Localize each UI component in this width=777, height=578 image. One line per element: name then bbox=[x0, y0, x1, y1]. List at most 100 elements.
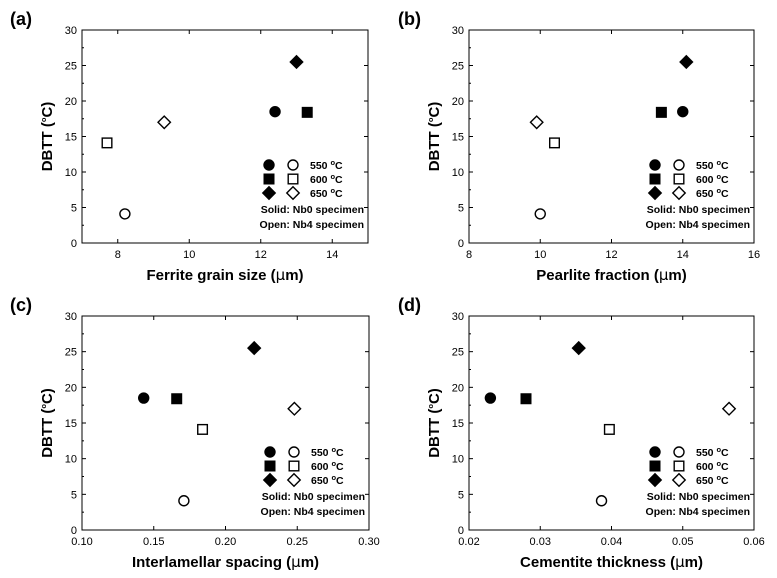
data-point bbox=[677, 105, 689, 118]
data-point bbox=[549, 137, 561, 149]
x-tick-label: 0.30 bbox=[358, 536, 379, 548]
y-tick-label: 30 bbox=[65, 25, 77, 37]
legend-note: Solid: Nb0 specimen bbox=[261, 204, 364, 216]
chart-panel-a: (a) 0 5 10 15 20 25 30 8 10 12 14 Ferrite grain size… bbox=[10, 9, 369, 284]
data-point bbox=[721, 401, 737, 416]
legend-marker-solid bbox=[262, 472, 278, 488]
y-tick-label: 10 bbox=[452, 167, 464, 179]
legend-note: Solid: Nb0 specimen bbox=[262, 491, 365, 503]
y-axis-label: DBTT (oC) bbox=[39, 388, 56, 458]
y-axis-label: DBTT (oC) bbox=[426, 102, 443, 172]
legend-label: 650 oC bbox=[311, 473, 344, 487]
legend-label: 600 oC bbox=[696, 459, 729, 473]
legend-label: 650 oC bbox=[696, 473, 729, 487]
data-point bbox=[269, 105, 281, 118]
data-point bbox=[529, 115, 544, 130]
y-tick-label: 25 bbox=[452, 347, 464, 359]
legend-marker-solid bbox=[649, 159, 661, 171]
x-axis-label: Pearlite fraction (μm) bbox=[536, 266, 686, 284]
data-point bbox=[655, 106, 667, 118]
x-tick-label: 0.03 bbox=[530, 536, 551, 548]
x-tick-label: 16 bbox=[748, 249, 760, 261]
legend-marker-open bbox=[288, 460, 300, 472]
x-tick-label: 0.15 bbox=[143, 536, 164, 548]
legend-marker-open bbox=[671, 472, 687, 488]
legend-marker-open bbox=[286, 472, 302, 488]
legend-marker-solid bbox=[647, 472, 663, 488]
legend-label: 550 oC bbox=[310, 158, 343, 172]
legend-note: Solid: Nb0 specimen bbox=[647, 204, 750, 216]
y-tick-label: 15 bbox=[452, 418, 464, 430]
x-tick-label: 0.25 bbox=[287, 536, 308, 548]
data-point bbox=[289, 54, 304, 70]
legend-note: Open: Nb4 specimen bbox=[260, 219, 364, 231]
x-tick-label: 12 bbox=[605, 249, 617, 261]
legend-marker-solid bbox=[264, 460, 276, 472]
x-tick-label: 10 bbox=[183, 249, 195, 261]
legend-marker-solid bbox=[649, 173, 661, 185]
data-point bbox=[119, 208, 131, 220]
data-point bbox=[157, 115, 172, 130]
legend-label: 550 oC bbox=[696, 158, 729, 172]
legend-marker-solid bbox=[263, 159, 275, 171]
legend-label: 650 oC bbox=[696, 186, 729, 200]
data-point bbox=[484, 392, 497, 404]
legend-marker-solid bbox=[649, 446, 661, 458]
x-tick-label: 14 bbox=[677, 249, 689, 261]
legend-marker-open bbox=[673, 446, 685, 458]
y-tick-label: 25 bbox=[65, 347, 77, 359]
x-tick-label: 8 bbox=[466, 249, 472, 261]
x-tick-label: 0.05 bbox=[672, 536, 693, 548]
legend-marker-solid bbox=[264, 446, 276, 458]
legend-label: 600 oC bbox=[696, 172, 729, 186]
data-point bbox=[287, 401, 302, 416]
legend-marker-open bbox=[673, 159, 685, 171]
y-tick-label: 10 bbox=[65, 454, 77, 466]
legend-note: Open: Nb4 specimen bbox=[646, 506, 750, 518]
data-point bbox=[534, 208, 546, 220]
chart-panel-c: (c) 0 5 10 15 20 25 30 0.10 0.15 0.20 0.25 0.30 Inter… bbox=[10, 295, 380, 571]
legend-marker-open bbox=[671, 185, 687, 201]
legend-marker-open bbox=[287, 173, 299, 185]
legend-marker-solid bbox=[649, 460, 661, 472]
y-axis-label: DBTT (oC) bbox=[39, 102, 56, 172]
x-tick-label: 12 bbox=[255, 249, 267, 261]
data-point bbox=[138, 392, 150, 404]
y-tick-label: 15 bbox=[65, 418, 77, 430]
x-tick-label: 0.02 bbox=[458, 536, 479, 548]
x-tick-label: 0.04 bbox=[601, 536, 622, 548]
y-tick-label: 10 bbox=[452, 454, 464, 466]
y-axis-label: DBTT (oC) bbox=[426, 388, 443, 458]
data-point bbox=[520, 393, 532, 405]
y-tick-label: 25 bbox=[452, 61, 464, 73]
panel-label: (b) bbox=[398, 9, 421, 29]
y-tick-label: 0 bbox=[71, 525, 77, 537]
x-axis-label: Interlamellar spacing (μm) bbox=[132, 553, 319, 571]
legend-label: 550 oC bbox=[311, 445, 344, 459]
legend-marker-solid bbox=[263, 173, 275, 185]
y-tick-label: 5 bbox=[71, 489, 77, 501]
legend-label: 650 oC bbox=[310, 186, 343, 200]
y-tick-label: 30 bbox=[452, 25, 464, 37]
legend-marker-solid bbox=[261, 185, 277, 201]
data-point bbox=[595, 495, 608, 507]
x-tick-label: 14 bbox=[326, 249, 338, 261]
data-point bbox=[571, 340, 586, 356]
y-tick-label: 5 bbox=[458, 489, 464, 501]
chart-panel-d: (d) 0 5 10 15 20 25 30 0.02 0.03 0.04 0.05 0.06 Cemen… bbox=[398, 295, 765, 571]
x-axis-label: Ferrite grain size (μm) bbox=[146, 266, 303, 284]
data-point bbox=[101, 137, 113, 149]
y-tick-label: 25 bbox=[65, 61, 77, 73]
y-tick-label: 15 bbox=[65, 132, 77, 144]
data-point bbox=[197, 423, 209, 435]
data-point bbox=[301, 106, 313, 118]
data-point bbox=[603, 423, 615, 435]
y-tick-label: 20 bbox=[65, 382, 77, 394]
y-tick-label: 0 bbox=[71, 238, 77, 250]
legend-note: Solid: Nb0 specimen bbox=[647, 491, 750, 503]
y-tick-label: 20 bbox=[452, 382, 464, 394]
data-point bbox=[679, 54, 694, 70]
